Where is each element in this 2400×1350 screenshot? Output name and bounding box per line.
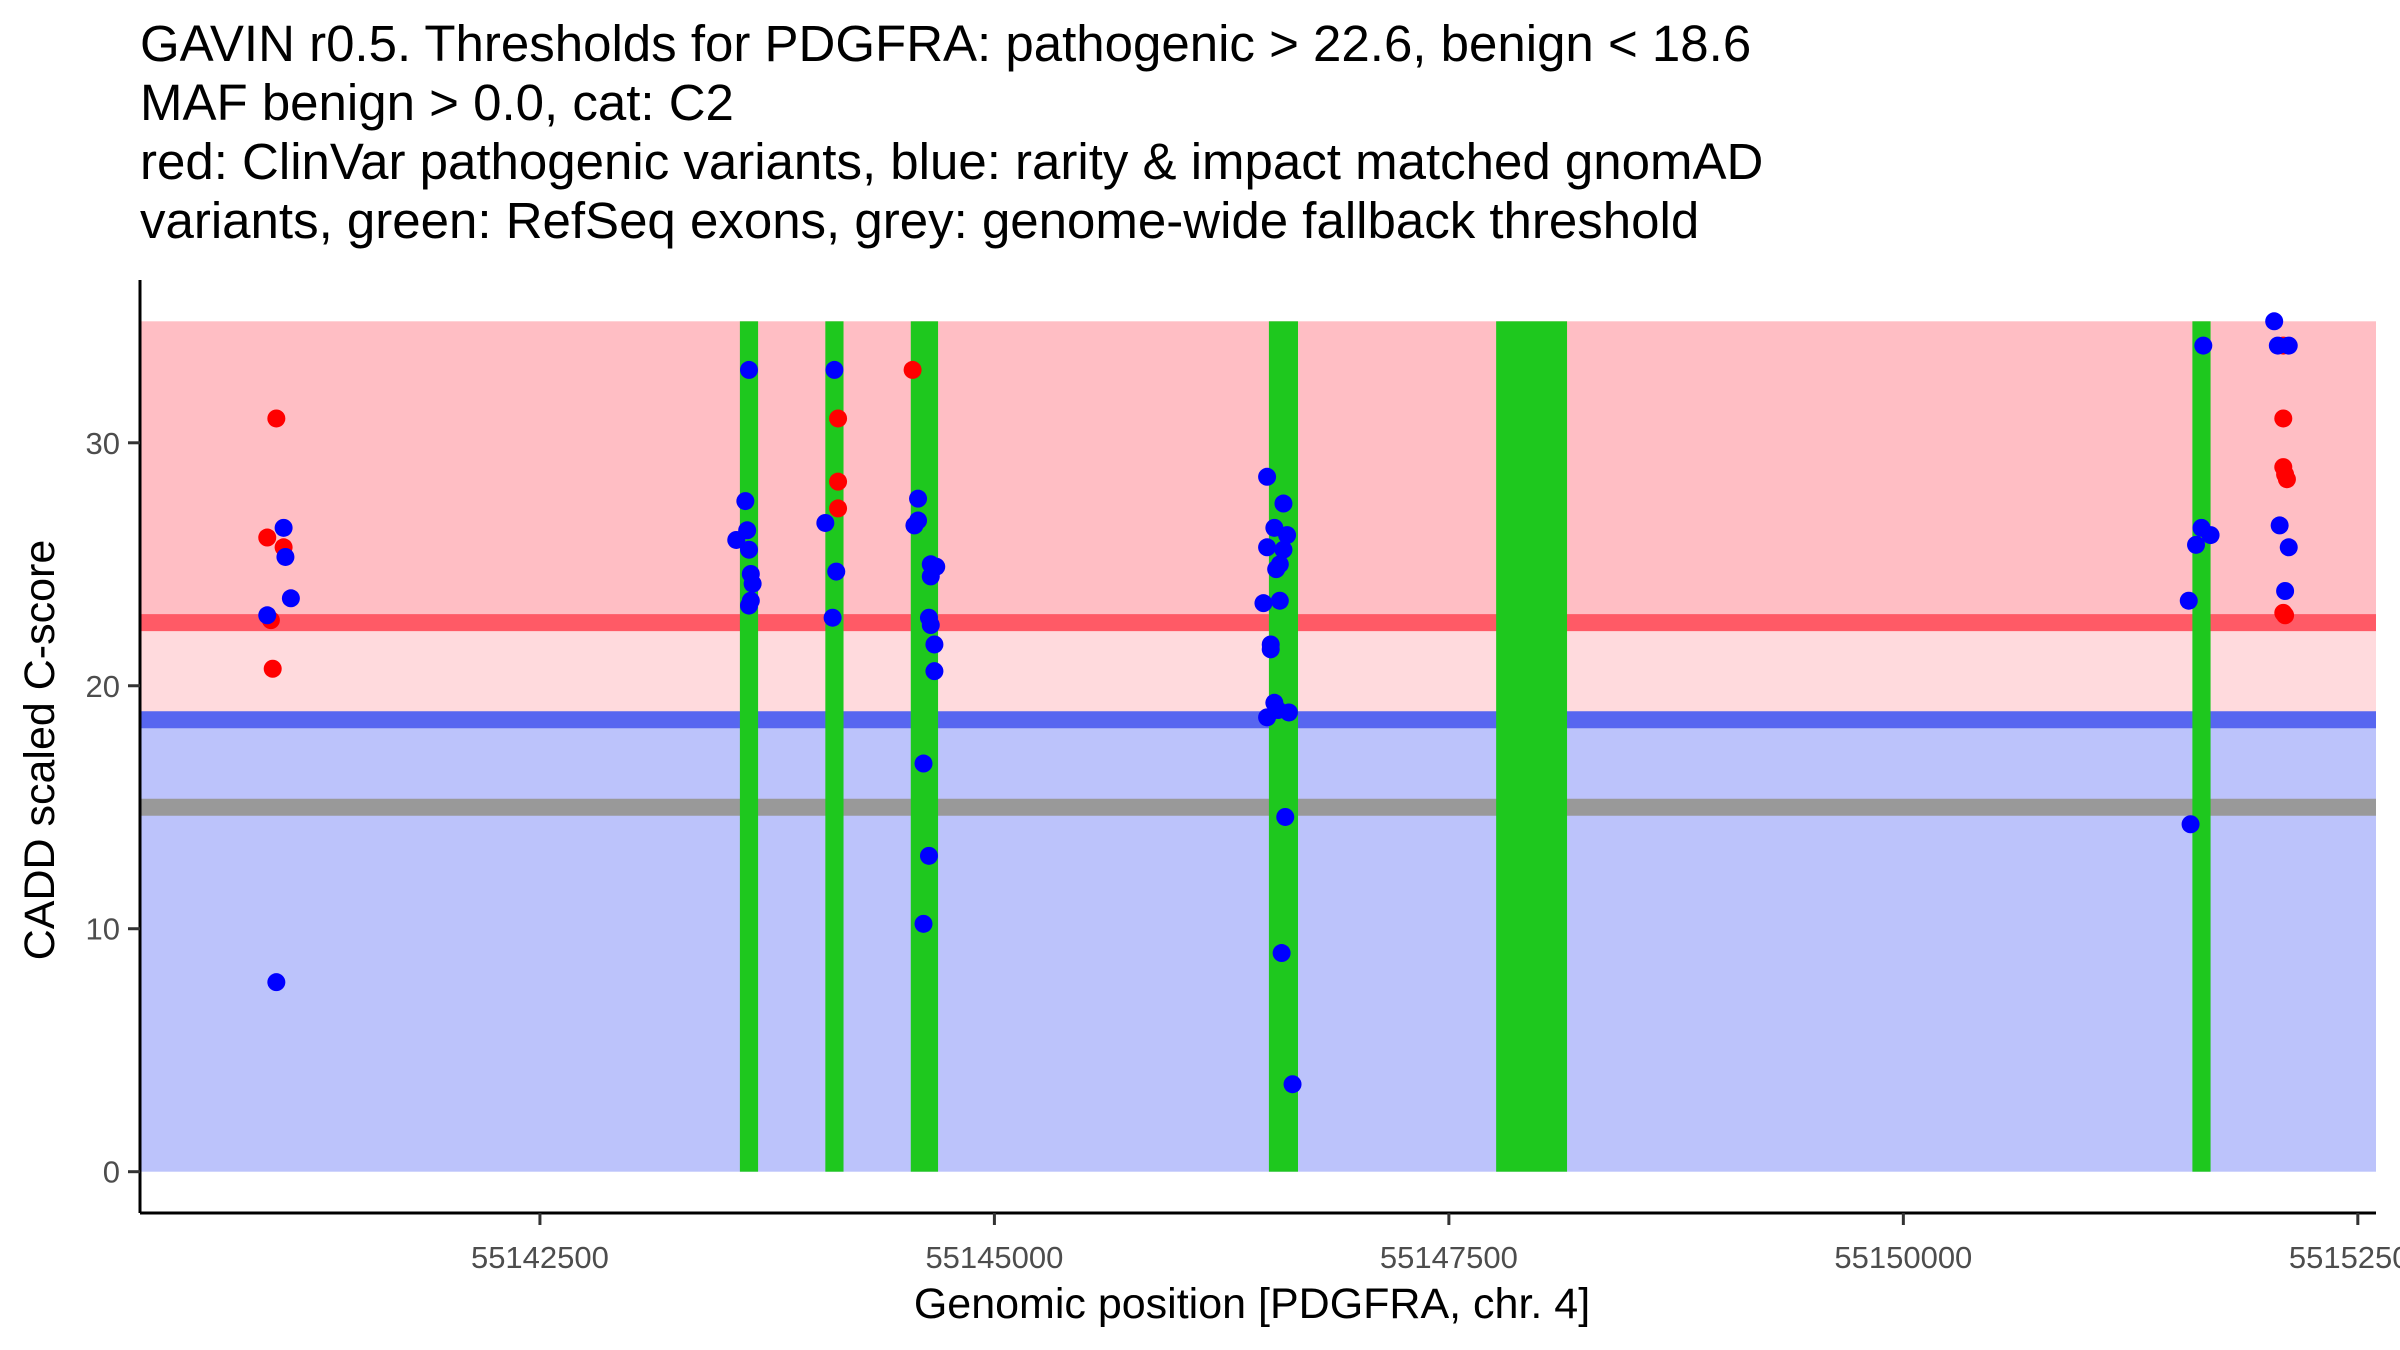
x-axis-ticks: 55142500 55145000 55147500 55150000 55152500 — [471, 1213, 2400, 1275]
gnomad-point — [2201, 526, 2220, 545]
benign-band — [140, 719, 2376, 1172]
gnomad-point — [921, 616, 940, 635]
gnomad-point — [925, 662, 944, 681]
gnomad-point — [1258, 467, 1277, 486]
variant-points — [258, 312, 2298, 1094]
gnomad-point — [825, 360, 844, 379]
y-axis-ticks: 0 10 20 30 — [86, 426, 140, 1190]
gnomad-point — [823, 608, 842, 627]
exon-bar — [910, 321, 939, 1172]
chart-title-block: GAVIN r0.5. Thresholds for PDGFRA: patho… — [140, 14, 1763, 250]
chart-subtitle-line-2: red: ClinVar pathogenic variants, blue: … — [140, 133, 1764, 190]
threshold-bands — [140, 321, 2376, 1172]
y-tick-label: 0 — [103, 1155, 120, 1190]
gnomad-point — [921, 567, 940, 586]
gnomad-point — [2276, 582, 2295, 600]
x-tick-label: 55150000 — [1834, 1240, 1972, 1275]
gnomad-point — [914, 754, 933, 773]
gnomad-point — [1279, 703, 1298, 722]
gnomad-point — [1274, 494, 1293, 513]
gnomad-point — [1276, 807, 1295, 826]
gnomad-point — [2279, 336, 2298, 355]
gnomad-point — [914, 914, 933, 933]
gnomad-point — [276, 547, 295, 566]
gnomad-point — [2179, 591, 2198, 610]
gnomad-point — [909, 489, 928, 508]
gnomad-point — [1272, 944, 1291, 963]
gnomad-point — [2194, 336, 2213, 355]
gnomad-point — [2279, 538, 2298, 557]
gnomad-point — [909, 511, 928, 530]
clinvar-point — [267, 409, 286, 428]
gnomad-point — [919, 846, 938, 865]
gnomad-point — [738, 521, 757, 540]
gnomad-point — [736, 492, 755, 511]
y-tick-label: 30 — [86, 426, 120, 461]
x-tick-label: 55152500 — [2289, 1240, 2400, 1275]
exon-bar — [1268, 321, 1298, 1172]
gnomad-point — [267, 973, 286, 992]
clinvar-point — [263, 659, 282, 678]
clinvar-point — [2276, 606, 2295, 625]
gnomad-point — [2187, 535, 2206, 554]
gnomad-point — [1278, 526, 1297, 545]
y-tick-label: 20 — [86, 669, 120, 704]
gnomad-point — [925, 635, 944, 654]
x-tick-label: 55147500 — [1380, 1240, 1518, 1275]
chart-subtitle-line-3: variants, green: RefSeq exons, grey: gen… — [140, 192, 1700, 249]
gnomad-point — [258, 606, 277, 625]
exon-bars — [739, 321, 2211, 1172]
gnomad-point — [2270, 516, 2289, 535]
clinvar-point — [258, 528, 277, 547]
clinvar-point — [2277, 470, 2296, 489]
gnomad-point — [1258, 538, 1277, 557]
x-tick-label: 55142500 — [471, 1240, 609, 1275]
x-tick-label: 55145000 — [925, 1240, 1063, 1275]
gnomad-point — [827, 562, 846, 581]
threshold-lines — [140, 614, 2376, 816]
gnomad-point — [2181, 815, 2200, 834]
gnomad-point — [739, 596, 758, 615]
gnomad-point — [1254, 594, 1273, 613]
axes: 55142500 55145000 55147500 55150000 55152500… — [16, 280, 2400, 1328]
gnomad-point — [816, 513, 835, 532]
chart-title: GAVIN r0.5. Thresholds for PDGFRA: patho… — [140, 15, 1752, 72]
gnomad-point — [743, 574, 762, 593]
x-axis-label: Genomic position [PDGFRA, chr. 4] — [914, 1280, 1590, 1328]
uncertain-band — [140, 622, 2376, 720]
gnomad-point — [739, 360, 758, 379]
gnomad-point — [1283, 1075, 1302, 1094]
gnomad-point — [2265, 312, 2284, 331]
clinvar-point — [829, 409, 848, 428]
exon-bar — [739, 321, 759, 1172]
gnomad-point — [1267, 560, 1286, 579]
chart-subtitle-line-1: MAF benign > 0.0, cat: C2 — [140, 74, 734, 131]
y-tick-label: 10 — [86, 912, 120, 947]
exon-bar — [825, 321, 844, 1172]
clinvar-point — [829, 472, 848, 491]
gnomad-point — [1261, 640, 1280, 659]
gnomad-point — [281, 589, 300, 608]
gnomad-point — [274, 518, 293, 537]
gnomad-point — [1274, 540, 1293, 559]
exon-bar — [2192, 321, 2211, 1172]
y-axis-label: CADD scaled C-score — [16, 540, 64, 961]
pathogenic-band — [140, 321, 2376, 623]
exon-bar — [1496, 321, 1568, 1172]
gnomad-point — [1270, 591, 1289, 610]
gnomad-point — [739, 540, 758, 559]
clinvar-point — [2274, 409, 2293, 428]
clinvar-point — [829, 499, 848, 518]
clinvar-point — [903, 360, 922, 379]
